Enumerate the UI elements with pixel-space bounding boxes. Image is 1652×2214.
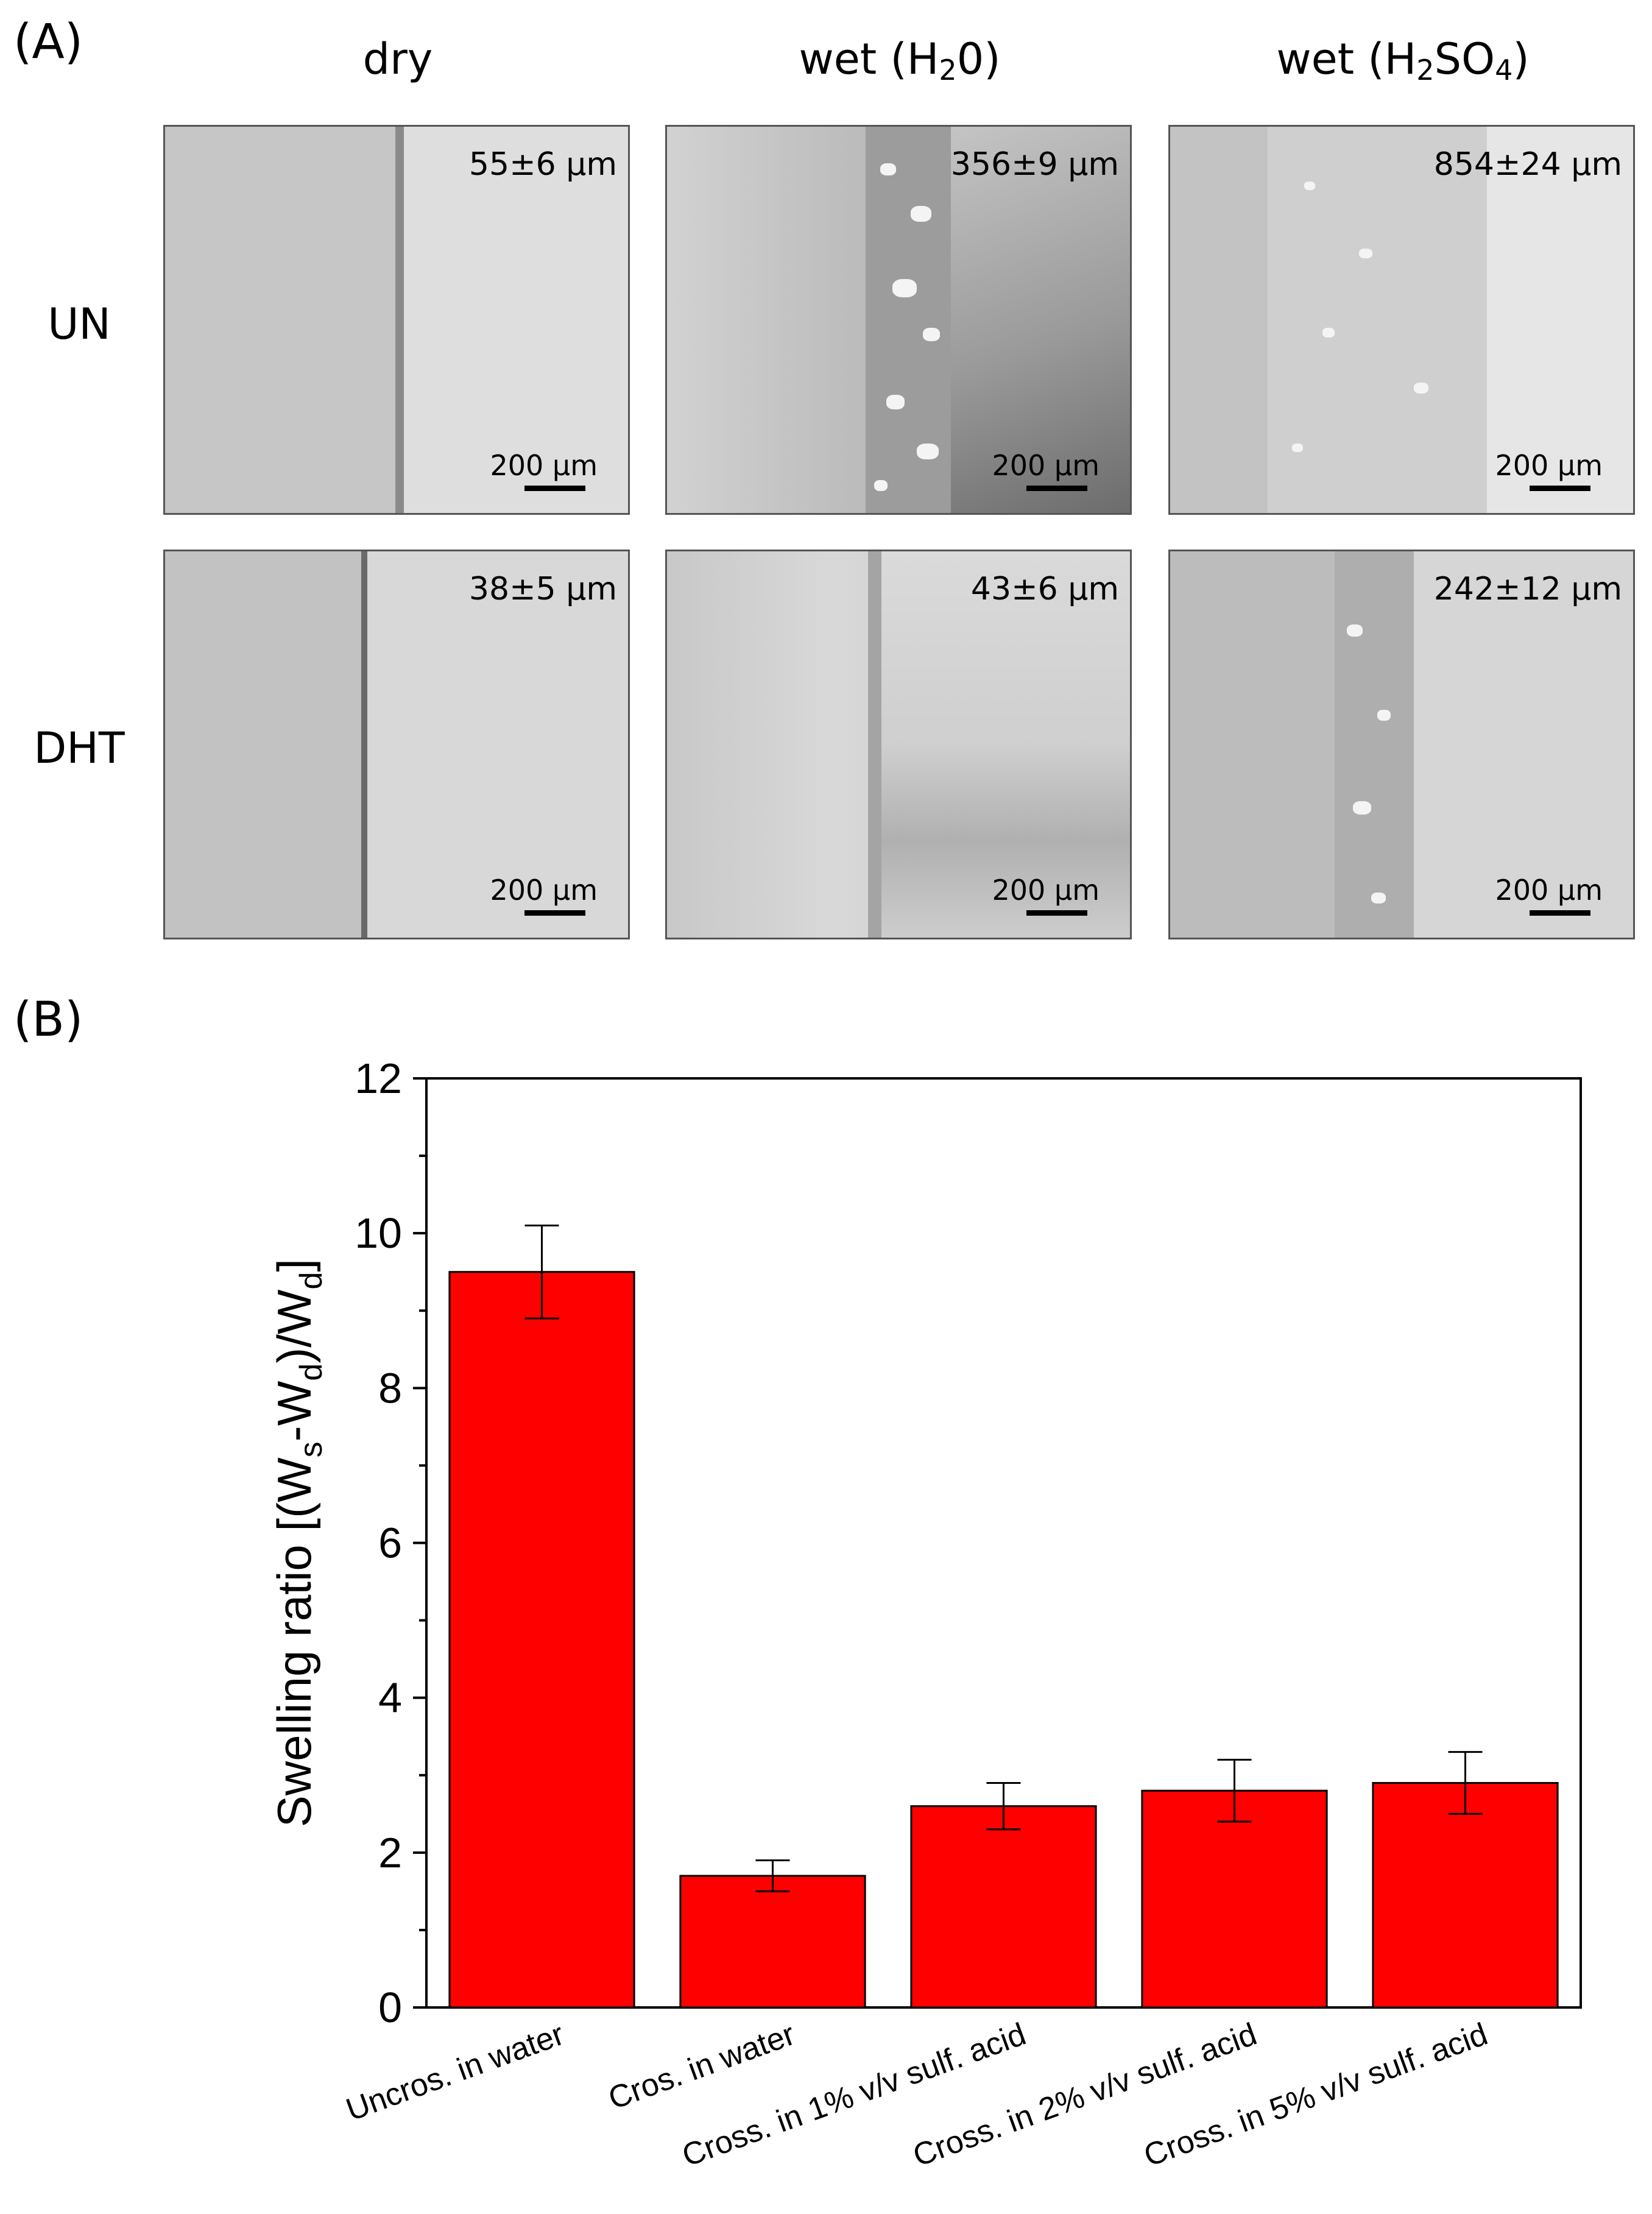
bar — [448, 1271, 635, 2009]
micrograph-dht-dry: 38±5 µm 200 µm — [163, 550, 630, 939]
column-header-wet-acid: wet (H2SO4) — [1168, 38, 1637, 84]
row-label-un: UN — [48, 299, 111, 349]
panel-a-label: (A) — [13, 15, 83, 69]
scale-bar-label: 200 µm — [490, 874, 598, 907]
column-header-wet-water: wet (H20) — [665, 38, 1134, 84]
y-tick-label: 10 — [355, 1209, 402, 1257]
thickness-label: 55±6 µm — [468, 146, 617, 183]
column-header-text: wet (H — [799, 34, 939, 84]
column-header-text: wet (H — [1276, 34, 1417, 84]
scale-bar — [1026, 910, 1087, 916]
column-header-text-2: 0) — [956, 34, 1001, 84]
scale-bar — [524, 486, 585, 491]
x-tick-label: Uncros. in water — [342, 2017, 569, 2128]
thickness-label: 38±5 µm — [468, 571, 617, 607]
bar — [910, 1805, 1097, 2009]
thickness-label: 43±6 µm — [970, 571, 1119, 607]
y-tick-label: 2 — [378, 1829, 402, 1876]
x-tick-label: Cros. in water — [604, 2017, 799, 2117]
thickness-label: 242±12 µm — [1433, 571, 1622, 607]
column-header-dry: dry — [163, 38, 632, 80]
column-header-text-3: ) — [1513, 34, 1530, 84]
micrograph-dht-wet-acid: 242±12 µm 200 µm — [1168, 550, 1635, 939]
column-header-subscript: 2 — [1416, 54, 1435, 87]
scale-bar — [1530, 910, 1590, 916]
y-axis-label: Swelling ratio [(Ws-Wd)/Wd] — [267, 1259, 329, 1827]
scale-bar — [524, 910, 585, 916]
column-header-text-2: SO — [1434, 34, 1495, 84]
y-tick-label: 12 — [355, 1055, 402, 1102]
scale-bar-label: 200 µm — [992, 449, 1100, 482]
thickness-label: 356±9 µm — [950, 146, 1119, 183]
y-tick-label: 6 — [378, 1519, 402, 1567]
micrograph-dht-wet-water: 43±6 µm 200 µm — [665, 550, 1132, 939]
y-tick-label: 8 — [378, 1364, 402, 1412]
column-header-text: dry — [362, 34, 433, 84]
scale-bar-label: 200 µm — [992, 874, 1100, 907]
micrograph-un-wet-acid: 854±24 µm 200 µm — [1168, 125, 1635, 515]
bar — [679, 1875, 866, 2009]
scale-bar-label: 200 µm — [1495, 449, 1603, 482]
y-tick-label: 0 — [378, 1984, 402, 2031]
y-tick-label: 4 — [378, 1674, 402, 1722]
bar — [1141, 1789, 1328, 2009]
column-header-subscript-2: 4 — [1495, 54, 1513, 87]
panel-b-label: (B) — [13, 992, 83, 1047]
micrograph-un-wet-water: 356±9 µm 200 µm — [665, 125, 1132, 515]
scale-bar-label: 200 µm — [490, 449, 598, 482]
bar — [1372, 1781, 1559, 2009]
column-header-subscript: 2 — [939, 54, 957, 87]
swelling-ratio-bar-chart: 0 2 4 6 8 10 12 Swelling ratio [(Ws-Wd)/Wd] Uncr… — [267, 1055, 1582, 2174]
thickness-label: 854±24 µm — [1433, 146, 1622, 183]
row-label-dht: DHT — [34, 723, 125, 773]
scale-bar-label: 200 µm — [1495, 874, 1603, 907]
scale-bar — [1530, 486, 1590, 491]
scale-bar — [1026, 486, 1087, 491]
micrograph-un-dry: 55±6 µm 200 µm — [163, 125, 630, 515]
